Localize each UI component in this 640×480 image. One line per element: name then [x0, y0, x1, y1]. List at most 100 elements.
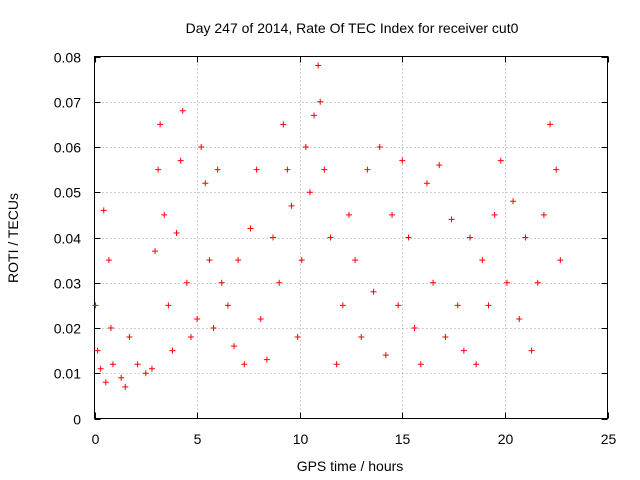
data-point — [352, 257, 359, 264]
data-point — [148, 365, 155, 372]
data-point — [92, 302, 99, 309]
data-point — [126, 334, 133, 341]
data-point — [235, 257, 242, 264]
y-tick-label: 0.01 — [54, 366, 81, 382]
data-point — [317, 98, 324, 105]
data-point — [302, 144, 309, 150]
y-tick-label: 0.05 — [54, 185, 81, 201]
data-point — [218, 279, 225, 286]
data-point — [327, 234, 334, 241]
data-point — [399, 157, 406, 164]
data-point — [460, 347, 467, 354]
grid-lines — [94, 56, 608, 419]
data-point — [491, 211, 498, 218]
data-point — [241, 361, 248, 368]
data-point — [315, 62, 322, 69]
data-point — [224, 302, 231, 309]
data-point — [503, 279, 510, 286]
data-point — [177, 157, 184, 164]
data-point — [183, 279, 190, 286]
data-point — [294, 334, 301, 341]
data-point — [467, 234, 474, 241]
data-point — [454, 302, 461, 309]
data-point — [364, 166, 371, 173]
data-point — [102, 379, 109, 386]
data-points — [92, 62, 564, 390]
data-point — [210, 325, 217, 331]
data-point — [405, 234, 412, 241]
data-point — [376, 144, 383, 150]
y-tick-label: 0.02 — [54, 321, 81, 337]
data-point — [165, 302, 172, 309]
data-point — [534, 279, 541, 286]
data-point — [436, 162, 443, 169]
data-point — [100, 207, 107, 214]
data-point — [187, 334, 194, 341]
data-point — [161, 211, 168, 218]
data-point — [339, 302, 346, 309]
data-point — [288, 202, 295, 209]
x-tick-label: 5 — [194, 431, 202, 447]
x-tick-label: 25 — [601, 431, 617, 447]
data-point — [122, 383, 129, 390]
data-point — [247, 225, 254, 232]
data-point — [423, 180, 430, 187]
x-tick-label: 0 — [92, 431, 100, 447]
data-point — [280, 121, 287, 128]
axis-ticks — [94, 56, 609, 420]
data-point — [194, 315, 201, 322]
data-point — [198, 144, 205, 150]
data-point — [107, 325, 114, 331]
data-point — [202, 180, 209, 187]
data-point — [270, 234, 277, 241]
data-point — [497, 157, 504, 164]
data-point — [105, 257, 112, 264]
data-point — [411, 325, 418, 331]
data-point — [152, 248, 159, 255]
data-point — [298, 257, 305, 264]
x-tick-label: 10 — [293, 431, 309, 447]
data-point — [358, 334, 365, 341]
data-point — [510, 198, 517, 205]
x-tick-label: 20 — [498, 431, 514, 447]
data-point — [97, 365, 104, 372]
y-axis-label: ROTI / TECUs — [5, 193, 21, 283]
x-tick-labels: 0 5 10 15 20 25 — [92, 431, 617, 447]
data-point — [557, 257, 564, 264]
y-tick-label: 0.04 — [54, 231, 81, 247]
data-point — [479, 257, 486, 264]
data-point — [395, 302, 402, 309]
data-point — [94, 347, 101, 354]
x-axis-label: GPS time / hours — [297, 458, 404, 474]
data-point — [155, 166, 162, 173]
data-point — [389, 211, 396, 218]
data-point — [516, 315, 523, 322]
data-point — [528, 347, 535, 354]
data-point — [109, 361, 116, 368]
data-point — [522, 234, 529, 241]
data-point — [321, 166, 328, 173]
data-point — [179, 107, 186, 114]
data-point — [382, 352, 389, 359]
y-tick-label: 0 — [73, 412, 81, 428]
data-point — [231, 343, 238, 350]
y-tick-label: 0.03 — [54, 276, 81, 292]
data-point — [214, 166, 221, 173]
data-point — [333, 361, 340, 368]
data-point — [540, 211, 547, 218]
data-point — [118, 374, 125, 381]
data-point — [448, 216, 455, 223]
data-point — [206, 257, 213, 264]
data-point — [417, 361, 424, 368]
data-point — [284, 166, 291, 173]
y-tick-labels: 0 0.01 0.02 0.03 0.04 0.05 0.06 0.07 0.08 — [54, 50, 81, 428]
x-tick-label: 15 — [395, 431, 411, 447]
data-point — [553, 166, 560, 173]
data-point — [485, 302, 492, 309]
data-point — [473, 361, 480, 368]
data-point — [430, 279, 437, 286]
data-point — [276, 279, 283, 286]
data-point — [306, 189, 313, 196]
data-point — [311, 112, 318, 119]
